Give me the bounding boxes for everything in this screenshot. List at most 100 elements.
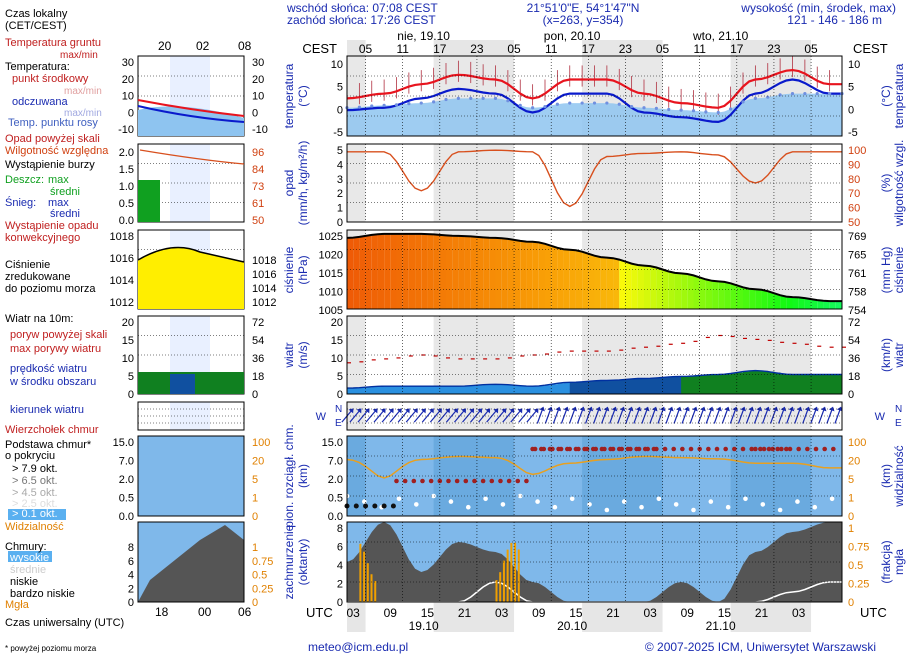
tick-label: 3 [337,174,343,186]
fog-bar [517,549,520,602]
legend-text: Wystąpienie opadu [5,220,98,232]
pressure-area [390,233,397,309]
cloud-base-dot [402,478,408,484]
hour-tick-utc: 09 [384,606,398,620]
tick-label: 0.5 [848,560,863,572]
dewpoint-point [580,101,584,105]
tick-label: 8 [128,542,134,554]
tick-label: 0 [252,389,258,401]
day-label-top: wto, 21.10 [692,29,749,43]
wind-speed-bar [662,377,670,394]
cloud-base-dot [749,446,754,452]
cloud-base-dot [760,502,766,507]
cloud-base-dot [787,446,793,452]
legend-text: Wierzchołek chmur [5,424,99,436]
wind-arrow-head [796,406,803,412]
pressure-area [353,236,360,309]
wind-speed-bar [743,371,750,394]
wind-arrow-head [364,408,370,414]
legend-text: Deszcz: [5,174,44,186]
dewpoint-point [716,110,720,115]
wind-arrow-head [437,408,442,414]
legend-text: średni [50,208,80,220]
tick-label: 1016 [110,253,134,265]
wind-arrow-head [772,406,779,412]
dewpoint-area [347,93,842,136]
cloud-base-dot [723,446,728,452]
wind-speed-bar [761,370,769,394]
altitude-label: wysokość (min, środek, max) [740,1,896,15]
legend-cloud-sky [138,436,244,516]
wind-speed-bar [526,386,534,394]
tick-label: 15.0 [322,437,343,449]
top-night [347,40,366,56]
wind-speed-bar [718,374,725,394]
pressure-area [798,297,805,309]
wind-arrow-head [420,408,426,414]
pressure-area [520,240,527,309]
wind-speed-bar [749,370,756,394]
wind-speed-bar [755,370,763,394]
cloud-base-dot [414,502,419,507]
wind-direction-arrow [633,408,640,424]
tick-label: 7.0 [328,456,343,468]
wind-speed-bar [532,386,540,394]
tick-label: 0 [128,389,134,401]
pressure-area [483,237,490,309]
wind-direction-arrow [421,409,434,423]
pressure-area [668,271,675,309]
tick-label: 10 [122,353,134,365]
cloud-base-dot [582,446,587,452]
wind-arrow-head [388,408,394,414]
dewpoint-point [642,106,646,110]
tick-label: 30 [122,57,134,69]
tick-label: 72 [848,317,860,329]
axis-title: (hPa) [296,255,310,284]
cloud-base-dot [673,502,679,507]
tick-label: 20 [331,317,343,329]
axis-title: (mm Hg) [879,247,893,294]
wind-direction-arrow [381,409,393,423]
cloud-base-dot [608,446,613,452]
cloud-base-dot [805,446,810,452]
wind-direction-arrow [761,408,769,424]
tick-label: 0 [252,511,258,523]
compass-n: N [335,404,342,415]
legend-text: > 2.5 okt. [12,498,58,510]
day-label-bottom: 21.10 [706,619,736,633]
wind-arrow-head [780,406,787,412]
cloud-base-dot [515,478,521,484]
wind-speed-bar [353,388,360,394]
wind-direction-arrow [786,408,793,424]
cloud-base-dot [517,493,523,499]
tick-label: 61 [252,198,264,210]
utc-left: UTC [306,605,333,620]
wind-direction-arrow [625,408,632,424]
axis-title: wiatr [282,342,296,368]
tick-label: 15 [122,335,134,347]
wind-arrow-head [428,408,434,414]
tick-label: 0.5 [328,493,343,505]
wind-speed-bar [786,374,793,394]
pressure-area [526,241,533,309]
tick-label: 0.0 [119,511,134,523]
wind-direction-arrow [601,408,608,424]
okt01-bg [8,509,66,520]
wind-speed-bar [365,387,373,394]
day-label-top: nie, 19.10 [397,29,450,43]
legend-text: > 6.5 okt. [12,475,58,487]
tick-label: 10 [331,353,343,365]
wind-speed-bar [780,373,787,394]
tick-label: 0 [128,597,134,609]
hour-tick-local: 05 [507,42,521,56]
legend-text: poryw powyżej skali [10,329,107,341]
tick-label: 60 [848,203,860,215]
wind-speed-bar [402,386,410,394]
wind-speed-bar [433,386,441,394]
wind-arrow-head [404,408,410,414]
cloud-base-dot [829,496,835,502]
wind-arrow-head [643,406,650,412]
wind-speed-bar [371,386,379,394]
pressure-area [650,266,657,309]
legend-text: Temp. punktu rosy [8,117,98,129]
